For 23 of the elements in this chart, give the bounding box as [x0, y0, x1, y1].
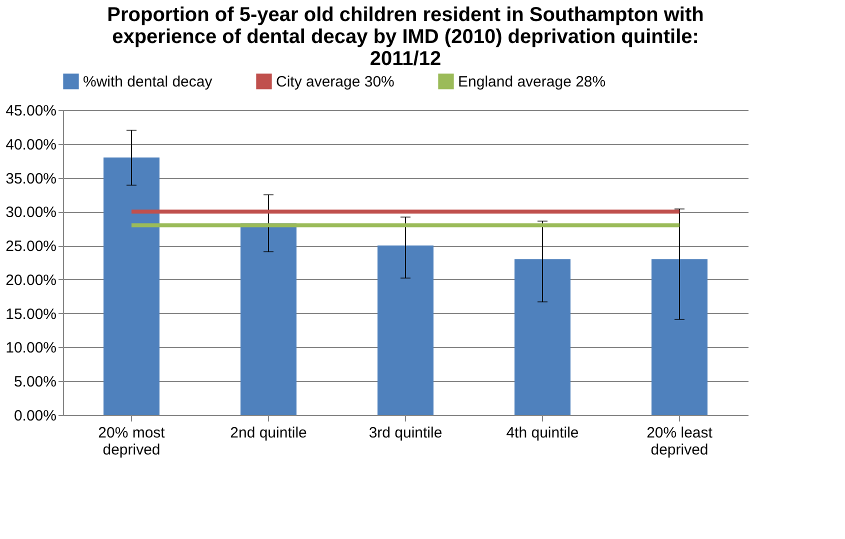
bar [378, 246, 434, 415]
chart-title: Proportion of 5-year old children resident in Southampton with experience of dental decay by IMD (2010) deprivation quintile: 2011/12 [107, 4, 704, 70]
y-tick-label: 35.00% [6, 170, 56, 188]
legend-label: City average 30% [276, 73, 394, 90]
x-tick-label: 3rd quintile [368, 424, 442, 442]
y-tick-label: 5.00% [14, 374, 56, 391]
legend-label: England average 28% [458, 73, 606, 90]
x-tick-label: 4th quintile [506, 424, 579, 442]
y-tick-label: 30.00% [6, 204, 56, 222]
y-tick-label: 15.00% [6, 306, 56, 323]
x-tick-label: 20% most deprived [98, 424, 166, 458]
y-tick-label: 0.00% [14, 408, 56, 424]
y-tick-label: 10.00% [6, 340, 56, 357]
bar [652, 259, 708, 415]
x-tick-label: 2nd quintile [230, 424, 307, 442]
y-tick-label: 40.00% [6, 136, 56, 154]
y-tick-label: 20.00% [6, 272, 56, 289]
bar [104, 157, 160, 415]
legend-label: %with dental decay [83, 73, 213, 90]
y-tick-label: 45.00% [6, 102, 56, 120]
bar [514, 259, 570, 415]
y-tick-label: 25.00% [6, 238, 56, 256]
x-tick-label: 20% least deprived [646, 424, 714, 458]
